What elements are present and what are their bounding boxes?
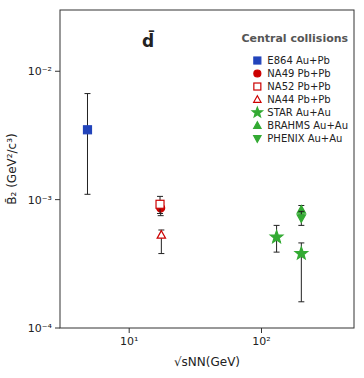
error-bar-line [87, 94, 88, 195]
point [297, 215, 305, 223]
error-bar-cap [298, 242, 304, 243]
series [297, 211, 305, 225]
error-bar-cap [274, 225, 280, 226]
legend-marker [254, 57, 261, 64]
x-axis-label: √sNN(GeV) [174, 355, 240, 369]
error-bar-cap [157, 213, 163, 214]
legend-label: NA52 Pb+Pb [267, 81, 330, 92]
legend-marker [254, 83, 261, 90]
legend-marker [252, 107, 262, 117]
y-tick-label: 10⁻⁴ [28, 322, 53, 335]
series [270, 225, 307, 301]
legend-label: STAR Au+Au [267, 107, 330, 118]
error-bar [84, 94, 90, 195]
point [157, 231, 165, 239]
y-tick [55, 199, 60, 200]
error-bar [157, 196, 163, 213]
plot-frame [60, 10, 354, 328]
point [156, 200, 164, 208]
point [270, 231, 283, 243]
subtitle: Central collisions [241, 32, 348, 45]
y-tick-label: 10⁻² [28, 65, 52, 78]
legend-marker [254, 70, 261, 77]
legend-marker [254, 136, 261, 143]
y-tick [55, 71, 60, 72]
error-bar-cap [84, 194, 90, 195]
y-tick-label: 10⁻³ [28, 194, 52, 207]
error-bar-cap [298, 301, 304, 302]
legend-label: BRAHMS Au+Au [267, 120, 348, 131]
legend-label: NA49 Pb+Pb [267, 68, 330, 79]
x-tick-label: 10¹ [120, 335, 138, 348]
legend-marker [254, 96, 261, 103]
x-tick [261, 328, 262, 333]
x-tick [129, 328, 130, 333]
title: d̄ [142, 30, 155, 51]
y-axis-label: B̄₂ (GeV²/c³) [5, 133, 19, 204]
error-bar-cap [298, 225, 304, 226]
legend-label: E864 Au+Pb [267, 55, 330, 66]
legend: E864 Au+Pb NA49 Pb+Pb NA52 Pb+Pb NA44 Pb+Pb… [252, 55, 348, 144]
legend-label: PHENIX Au+Au [267, 133, 342, 144]
legend-label: NA44 Pb+Pb [267, 94, 330, 105]
point [83, 126, 91, 134]
error-bar-cap [274, 252, 280, 253]
series [156, 196, 164, 213]
series [83, 94, 91, 195]
legend-marker [254, 122, 261, 129]
error-bar-cap [84, 93, 90, 94]
background [0, 0, 364, 378]
error-bar-cap [158, 215, 164, 216]
series [157, 230, 165, 254]
x-tick-label: 10² [252, 335, 270, 348]
error-bar-cap [158, 253, 164, 254]
chart: 10¹ 10² 10⁻⁴ 10⁻³ 10⁻² √sNN(GeV) B̄₂ (GeV²/c³)… [0, 0, 364, 378]
y-tick [55, 328, 60, 329]
error-bar-cap [157, 196, 163, 197]
point [295, 247, 308, 259]
error-bar-cap [298, 211, 304, 212]
